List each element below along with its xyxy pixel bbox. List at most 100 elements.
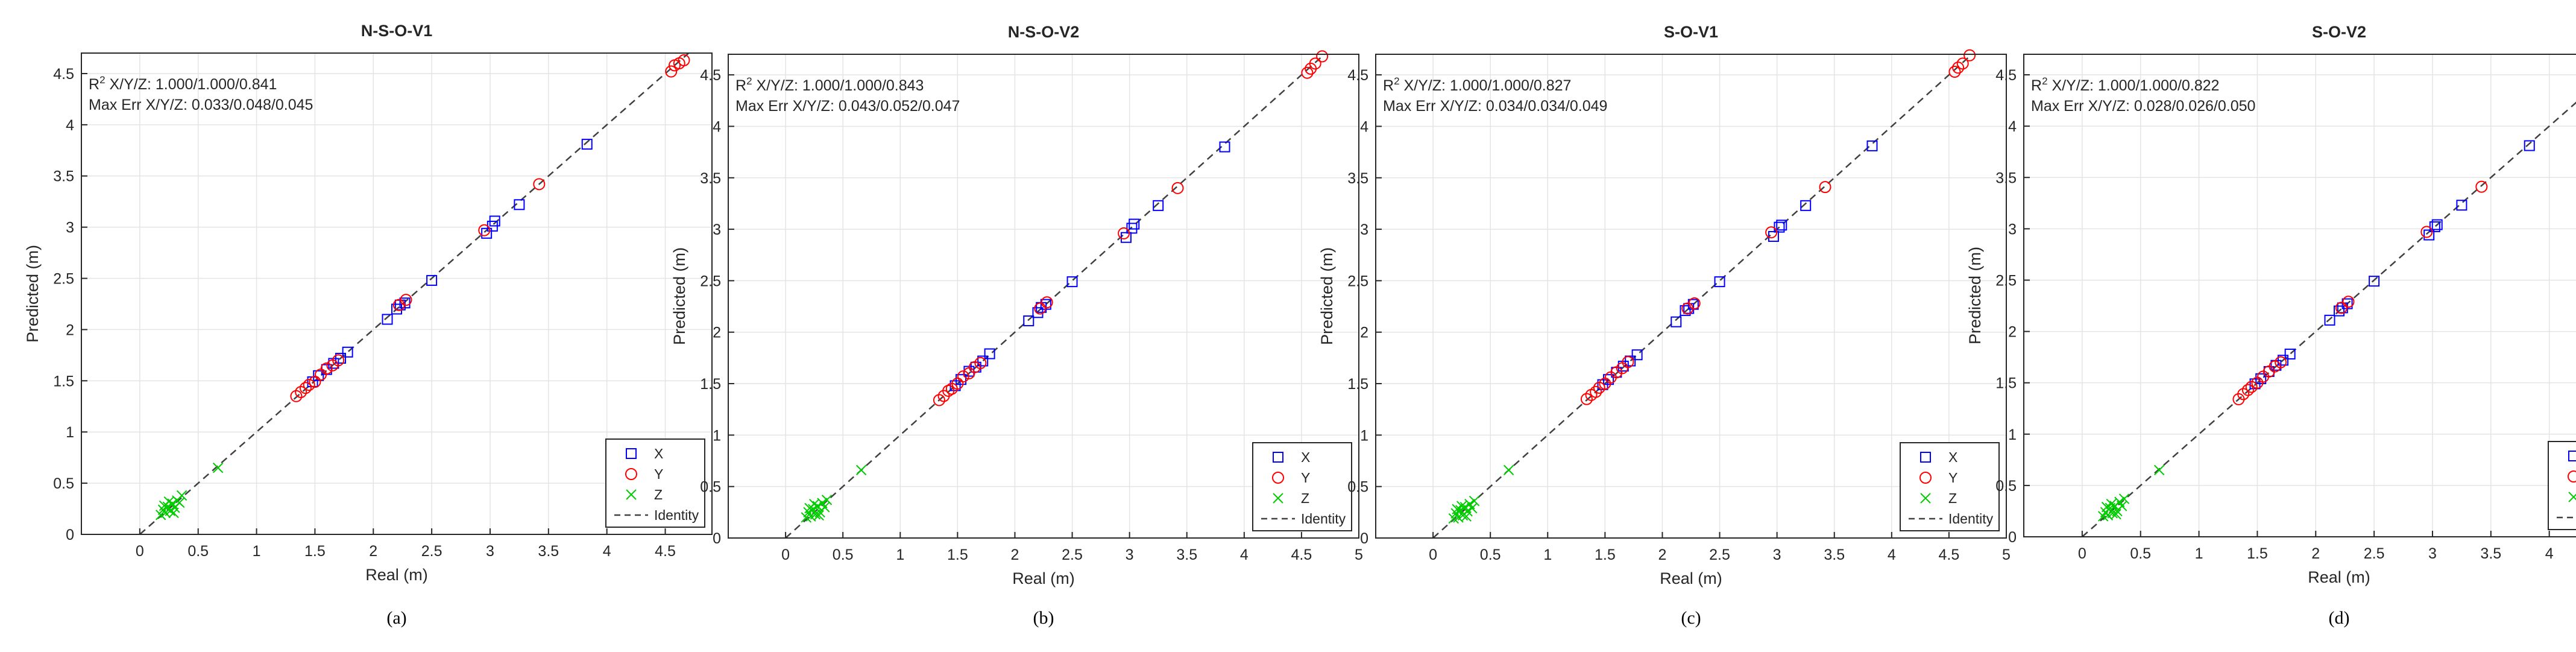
- x-tick-label: 3: [486, 543, 494, 560]
- x-axis-label: Real (m): [365, 566, 428, 584]
- marker-y: [665, 65, 678, 78]
- r2-annotation: R2 X/Y/Z: 1.000/1.000/0.841: [89, 74, 277, 93]
- max-error-annotation: Max Err X/Y/Z: 0.028/0.026/0.050: [2031, 98, 2255, 115]
- x-axis-label: Real (m): [2308, 568, 2370, 586]
- legend-marker-z: [2568, 492, 2576, 502]
- marker-z: [819, 502, 830, 513]
- legend-marker-x: [1273, 452, 1283, 463]
- y-tick-label: 4.5: [700, 67, 721, 84]
- data-marks: [2098, 140, 2535, 522]
- marker-y: [974, 356, 987, 369]
- y-tick-label: 2.5: [53, 271, 74, 288]
- x-tick-label: 1: [253, 543, 261, 560]
- marker-z: [1452, 504, 1463, 514]
- x-tick-label: 1: [1543, 546, 1552, 563]
- marker-y: [678, 54, 690, 66]
- x-tick-label: 2: [1011, 546, 1019, 563]
- marker-z: [176, 490, 187, 501]
- marker-x: [1680, 305, 1691, 316]
- x-tick-label: 0.5: [2130, 545, 2151, 562]
- marker-x: [1066, 276, 1078, 288]
- x-tick-label: 4: [1240, 546, 1249, 563]
- y-tick-label: 0.5: [1995, 478, 2017, 495]
- marker-x: [1776, 220, 1787, 231]
- legend-label: X: [654, 446, 663, 461]
- marker-z: [1503, 464, 1514, 476]
- marker-z: [855, 464, 867, 476]
- max-error-annotation: Max Err X/Y/Z: 0.034/0.034/0.049: [1383, 98, 1607, 115]
- legend-label: Z: [1301, 490, 1309, 506]
- legend-label: Identity: [1301, 511, 1346, 527]
- r2-superscript: 2: [2042, 75, 2047, 87]
- legend-marker-x: [626, 448, 637, 459]
- y-tick-label: 3.5: [1347, 170, 1368, 187]
- marker-y: [1580, 393, 1593, 405]
- identity-line: [785, 54, 1325, 539]
- r2-annotation: R2 X/Y/Z: 1.000/1.000/0.822: [2031, 75, 2219, 94]
- marker-x: [984, 348, 995, 359]
- marker-y: [933, 394, 945, 407]
- marker-y: [2335, 302, 2348, 314]
- marker-x: [391, 303, 402, 315]
- marker-y: [1041, 296, 1053, 309]
- r2-superscript: 2: [746, 75, 752, 87]
- marker-x: [2284, 349, 2296, 360]
- marker-y: [1688, 297, 1701, 309]
- x-tick-label: 0.5: [1480, 546, 1501, 563]
- marker-z: [168, 507, 179, 519]
- y-tick-label: 3: [2008, 221, 2017, 238]
- marker-x: [1625, 355, 1636, 367]
- chart-title: N-S-O-V1: [361, 22, 433, 40]
- marker-y: [1316, 50, 1329, 63]
- marker-y: [1765, 226, 1778, 239]
- marker-x: [1120, 232, 1132, 243]
- marker-x: [581, 139, 593, 150]
- y-tick-label: 0: [66, 527, 74, 543]
- legend-label: Y: [654, 466, 663, 482]
- legend-marker-x: [1920, 452, 1931, 463]
- marker-x: [342, 346, 353, 358]
- r2-prefix: R: [2031, 77, 2042, 94]
- axes-frame: [728, 54, 1359, 539]
- marker-z: [821, 495, 833, 505]
- legend-label: Identity: [654, 507, 699, 523]
- y-tick-label: 2.5: [700, 273, 721, 290]
- r2-prefix: R: [89, 76, 99, 93]
- y-tick-label: 1.5: [53, 373, 74, 390]
- x-tick-label: 1.5: [304, 543, 326, 560]
- x-tick-label: 2: [1658, 546, 1667, 563]
- marker-z: [2106, 498, 2117, 510]
- x-axis-label: Real (m): [1012, 569, 1075, 587]
- marker-x: [2456, 200, 2467, 211]
- subfigure-caption: (c): [1681, 608, 1701, 628]
- y-tick-label: 0.5: [53, 475, 74, 492]
- y-axis-label: Predicted (m): [1318, 247, 1336, 345]
- marker-x: [2423, 229, 2435, 241]
- marker-y: [1171, 182, 1184, 194]
- marker-x: [1153, 200, 1164, 211]
- marker-z: [1469, 495, 1480, 507]
- axes-frame: [81, 52, 713, 535]
- x-tick-label: 1: [896, 546, 904, 563]
- marker-y: [320, 362, 333, 375]
- marker-z: [1467, 502, 1478, 514]
- axes-frame: [2023, 54, 2576, 537]
- panel-b: 0 0.5 1 1.5 2 2.5 3 3.5 4 4.5 5 0 0.5 1 1.5 2 2.5 3 3.5 4 4.…: [670, 23, 1363, 628]
- marker-x: [1219, 141, 1230, 153]
- y-tick-label: 3: [66, 220, 74, 236]
- x-tick-label: 4: [603, 543, 611, 560]
- y-tick-label: 3.5: [700, 170, 721, 187]
- legend-label: X: [1301, 449, 1310, 465]
- x-tick-label: 2.5: [1062, 546, 1083, 563]
- legend-label: Identity: [1948, 511, 1994, 527]
- panel-a: 0 0.5 1 1.5 2 2.5 3 3.5 4 4.5 0 0.5 1 1.5 2 2.5 3 3.5 4 4.5…: [24, 22, 713, 628]
- marker-x: [1126, 223, 1138, 234]
- marker-x: [2369, 276, 2380, 287]
- r2-values: X/Y/Z: 1.000/1.000/0.827: [1400, 77, 1572, 94]
- marker-y: [1948, 66, 1961, 78]
- x-tick-label: 5: [1355, 546, 1363, 563]
- y-tick-label: 4: [66, 117, 74, 134]
- legend-marker-y: [2568, 470, 2576, 483]
- marker-y: [2475, 180, 2488, 193]
